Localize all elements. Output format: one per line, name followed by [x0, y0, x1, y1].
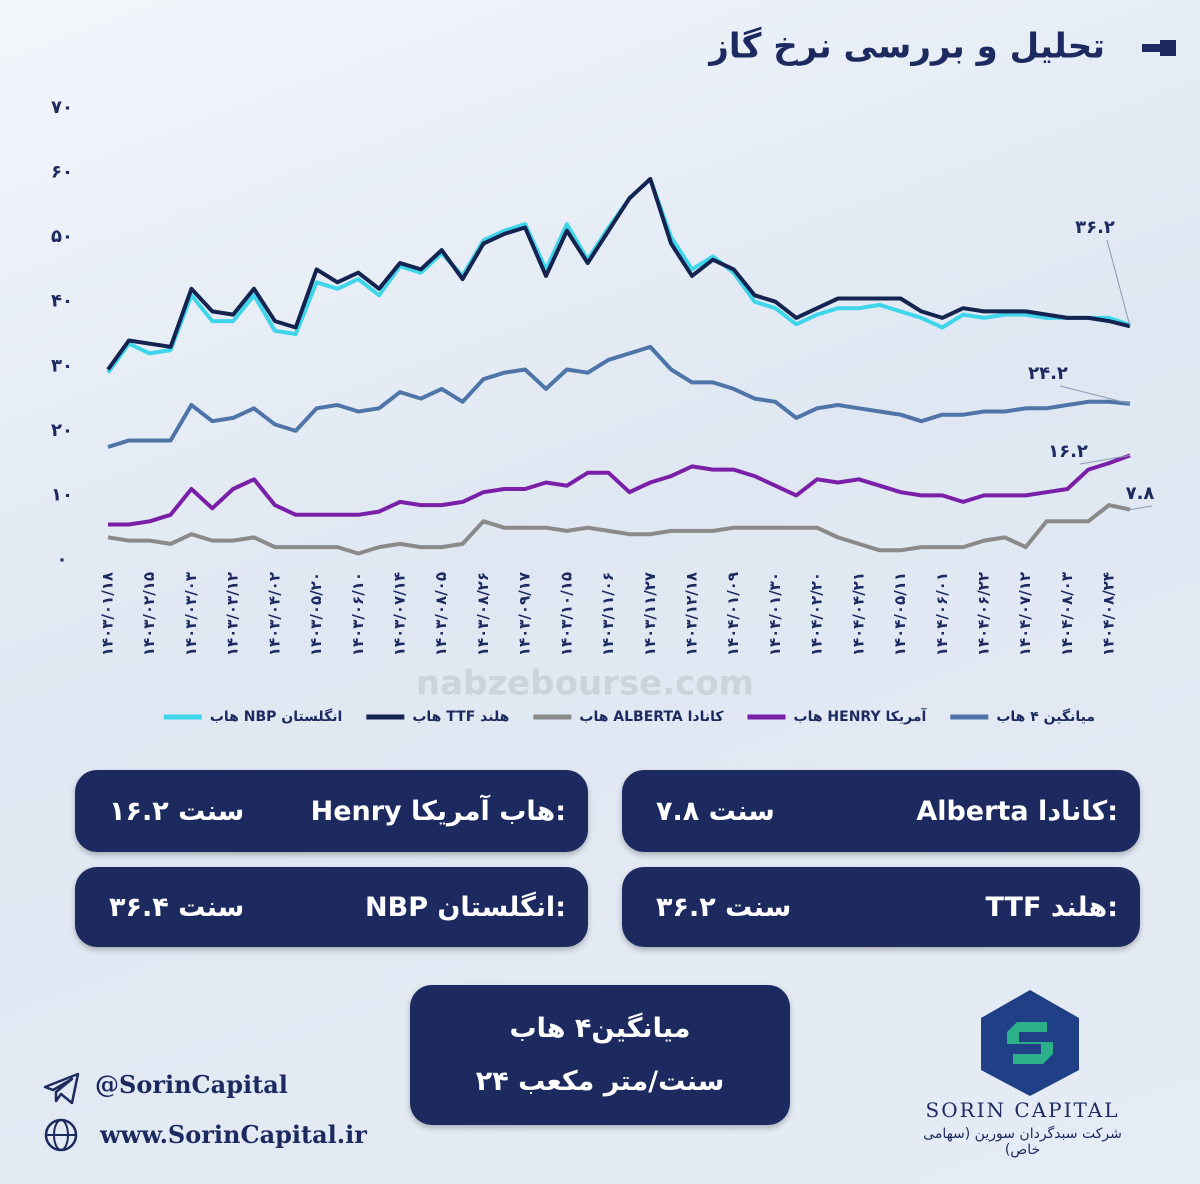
legend-label: میانگین ۴ هاب: [996, 708, 1095, 725]
card: ۷.۸ سنت Alberta کانادا:: [622, 770, 1140, 852]
card-label: Alberta کانادا:: [916, 795, 1118, 827]
card-value: ۳۶.۲ سنت: [656, 891, 792, 923]
y-tick-label: ۳۰: [51, 355, 73, 376]
telegram-icon: [43, 1072, 80, 1105]
card-value: ۷.۸ سنت: [656, 795, 775, 827]
title-bar: [1160, 40, 1176, 56]
x-tick-label: ۱۴۰۳/۱۱/۰۶: [599, 572, 617, 656]
telegram-handle: @SorinCapital: [95, 1070, 288, 1099]
average-value: ۲۴ سنت/متر مکعب: [475, 1066, 725, 1097]
legend-label: هاب ALBERTA کانادا: [579, 709, 724, 725]
x-tick-label: ۱۴۰۳/۱۱/۲۷: [641, 572, 659, 656]
x-tick-label: ۱۴۰۳/۰۶/۱۰: [349, 572, 367, 656]
x-tick-label: ۱۴۰۴/۰۶/۲۲: [975, 572, 993, 656]
y-tick-label: ۱۰: [51, 484, 73, 505]
x-tick-label: ۱۴۰۳/۰۷/۱۴: [391, 572, 409, 656]
y-tick-label: ۰: [57, 549, 68, 570]
card-value: ۳۶.۴ سنت: [109, 891, 245, 923]
y-tick-label: ۲۰: [51, 420, 73, 441]
label-leader: [1079, 454, 1131, 465]
x-tick-label: ۱۴۰۳/۰۳/۱۲: [224, 572, 242, 656]
x-tick-label: ۱۴۰۳/۰۵/۲۰: [307, 572, 325, 656]
end-label: ۳۶.۲: [1075, 217, 1115, 238]
chart-title: تحلیل و بررسی نرخ گاز: [707, 27, 1105, 67]
x-tick-label: ۱۴۰۴/۰۱/۰۹: [724, 572, 742, 656]
x-tick-label: ۱۴۰۴/۰۸/۰۳: [1058, 572, 1076, 656]
title-bar: [1142, 44, 1172, 52]
card-value: ۱۶.۲ سنت: [109, 795, 245, 827]
x-tick-label: ۱۴۰۳/۰۳/۰۳: [182, 572, 200, 656]
label-leader: [1129, 505, 1153, 511]
logo: [981, 990, 1079, 1096]
watermark: nabzebourse.com: [416, 664, 754, 704]
x-tick-label: ۱۴۰۴/۰۱/۳۰: [766, 572, 784, 656]
x-tick-label: ۱۴۰۴/۰۶/۰۱: [933, 572, 951, 656]
x-tick-label: ۱۴۰۳/۰۸/۲۶: [474, 572, 492, 656]
y-tick-label: ۵۰: [51, 226, 73, 247]
x-tick-label: ۱۴۰۳/۰۹/۱۷: [516, 572, 534, 656]
card: ۳۶.۴ سنت NBP انگلستان:: [75, 867, 588, 947]
card: ۱۶.۲ سنت Henry هاب آمریکا:: [75, 770, 588, 852]
legend-label: هاب HENRY آمریکا: [794, 707, 928, 725]
website: www.SorinCapital.ir: [100, 1120, 367, 1149]
y-tick-label: ۶۰: [51, 162, 73, 183]
average-title: میانگین۴ هاب: [509, 1013, 691, 1044]
x-tick-label: ۱۴۰۴/۰۲/۲۰: [808, 572, 826, 656]
series-line: [106, 177, 1131, 371]
series-line: [106, 177, 1131, 374]
globe-icon: [44, 1118, 78, 1152]
y-tick-label: ۷۰: [51, 97, 73, 118]
label-leader: [1106, 239, 1131, 327]
x-tick-label: ۱۴۰۳/۰۴/۰۲: [265, 572, 283, 656]
x-tick-label: ۱۴۰۳/۰۲/۱۵: [140, 572, 158, 656]
y-tick-label: ۴۰: [51, 291, 73, 312]
series-line: [107, 344, 1131, 449]
x-tick-label: ۱۴۰۴/۰۵/۱۱: [891, 572, 909, 656]
company-name-fa: شرکت سبدگردان سورین (سهامی خاص): [923, 1126, 1122, 1158]
legend-label: هاب NBP انگلستان: [210, 708, 343, 725]
x-tick-label: ۱۴۰۳/۱۰/۱۵: [557, 572, 575, 656]
end-label: ۲۴.۲: [1028, 363, 1068, 384]
series-line: [108, 453, 1131, 527]
company-name: SORIN CAPITAL: [925, 1098, 1120, 1122]
end-label: ۱۶.۲: [1048, 441, 1088, 462]
series-line: [107, 503, 1131, 556]
x-tick-label: ۱۴۰۴/۰۷/۱۲: [1016, 572, 1034, 656]
x-tick-label: ۱۴۰۴/۰۸/۲۴: [1100, 572, 1118, 656]
x-tick-label: ۱۴۰۳/۱۲/۱۸: [683, 572, 701, 656]
x-tick-label: ۱۴۰۳/۰۱/۱۸: [99, 572, 117, 656]
card: ۳۶.۲ سنت TTF هلند:: [622, 867, 1140, 947]
card-label: NBP انگلستان:: [365, 891, 566, 923]
chart: تحلیل و بررسی نرخ گاز nabzebourse.com ۰ ۱…: [51, 27, 1176, 725]
average-card: میانگین۴ هاب ۲۴ سنت/متر مکعب: [410, 985, 790, 1125]
legend-label: هاب TTF هلند: [412, 709, 509, 725]
end-label: ۷.۸: [1126, 483, 1155, 504]
x-tick-label: ۱۴۰۳/۰۸/۰۵: [432, 572, 450, 656]
card-label: Henry هاب آمریکا:: [310, 795, 566, 827]
card-label: TTF هلند:: [985, 891, 1119, 923]
x-tick-label: ۱۴۰۴/۰۴/۲۱: [849, 572, 867, 656]
label-leader: [1059, 385, 1131, 405]
